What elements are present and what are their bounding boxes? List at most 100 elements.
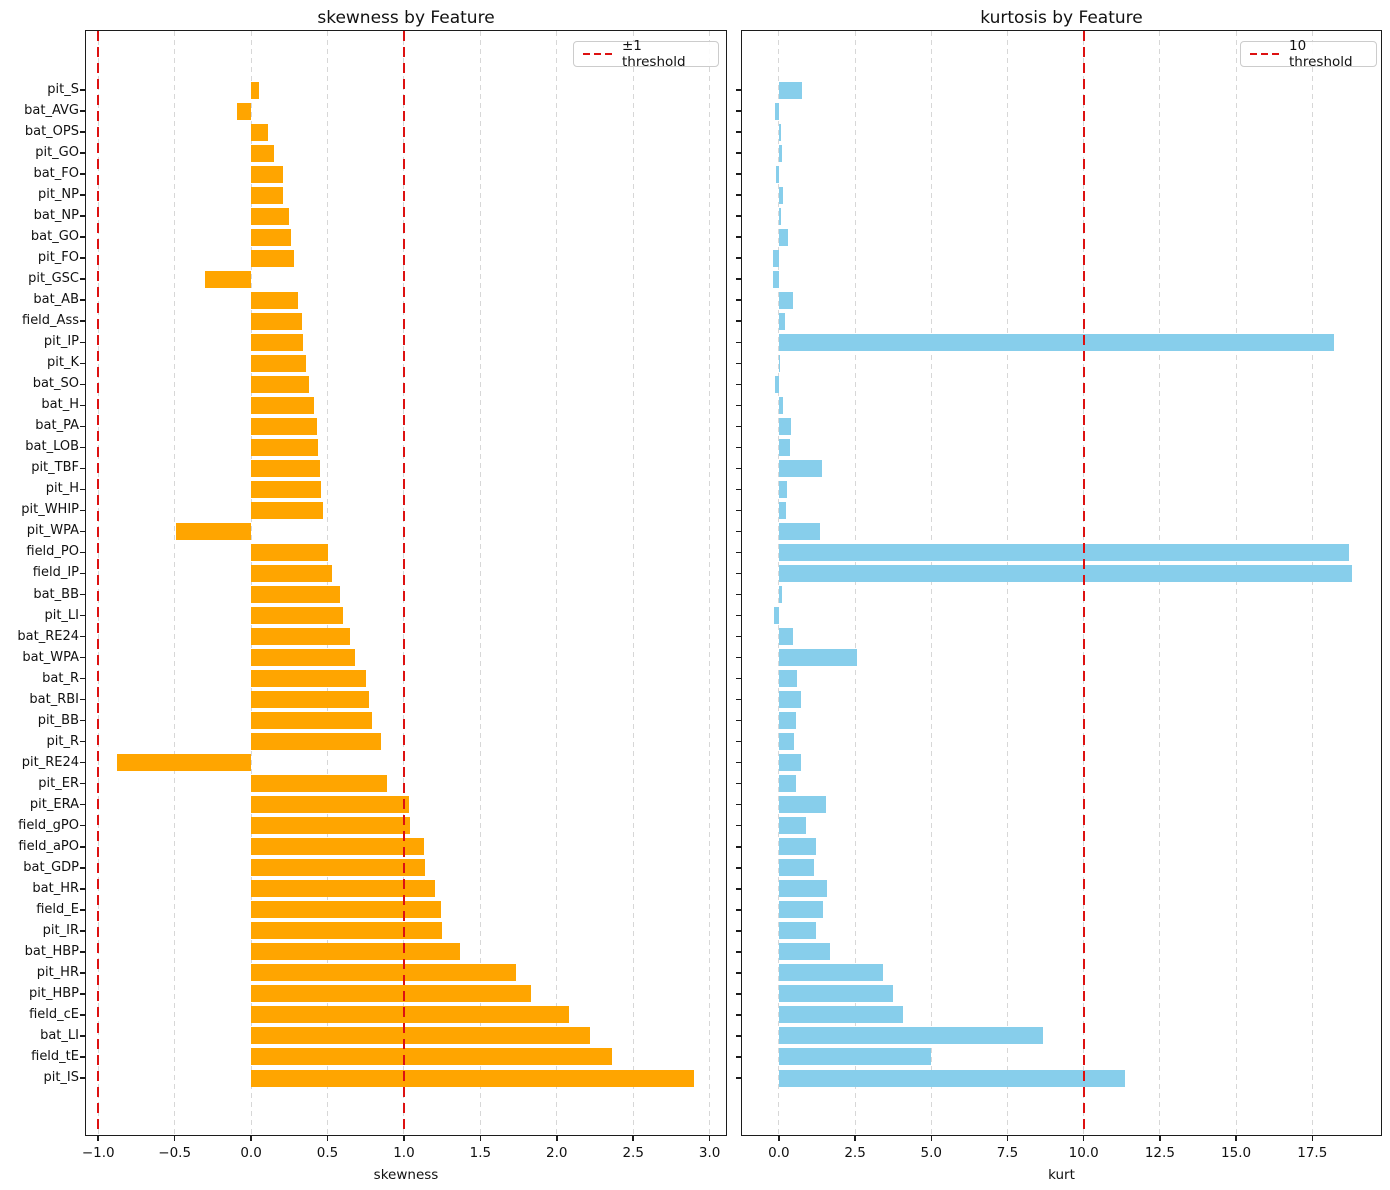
y-tick [80,509,86,512]
y-tick [736,341,742,343]
y-tick-label-bat_HR: bat_HR [32,880,79,896]
y-tick [736,236,742,238]
bar-pit_IR [778,922,816,940]
y-tick [80,404,86,407]
y-tick [80,194,86,196]
legend-label: 10 threshold [1289,38,1353,70]
y-tick-label-pit_ERA: pit_ERA [29,796,79,812]
y-tick [80,824,86,827]
bar-pit_ER [778,775,796,793]
gridline [556,31,558,1135]
x-tick-label: 10.0 [1068,1145,1099,1161]
bar-field_Ass [251,312,302,330]
gridline [854,31,856,1135]
bar-field_tE [251,1048,612,1066]
y-tick-label-bat_AB: bat_AB [33,292,79,308]
gridline [479,31,481,1135]
bar-pit_HBP [251,985,531,1003]
y-tick [80,930,86,932]
x-tick-label: 12.5 [1144,1145,1175,1161]
bar-field_aPO [251,838,424,856]
bar-bat_AVG [774,102,779,120]
y-tick [736,131,742,133]
y-tick [736,993,742,995]
bar-bat_FO [251,165,284,183]
y-tick-label-bat_SO: bat_SO [32,376,79,392]
y-tick [80,131,86,133]
gridline [327,31,328,1135]
x-tick-label: 17.5 [1297,1145,1328,1161]
y-tick [80,614,86,617]
y-tick-label-field_Ass: field_Ass [22,313,79,329]
x-tick-label: 2.0 [546,1145,568,1161]
x-tick [556,1135,558,1141]
y-tick [80,488,86,491]
x-tick [1082,1135,1085,1141]
x-tick [930,1135,933,1141]
bar-pit_FO [773,249,779,267]
bar-pit_ERA [778,796,826,814]
bar-bat_RBI [251,691,369,709]
bar-bat_LOB [251,438,319,456]
y-tick [736,614,742,617]
y-tick-label-bat_BB: bat_BB [33,586,79,602]
bar-bat_HR [778,880,827,898]
y-tick [80,782,86,785]
bar-field_IP [778,564,1352,582]
y-tick [736,1056,742,1058]
x-tick [632,1135,634,1141]
y-tick [80,551,86,554]
bar-bat_HBP [778,943,831,961]
y-tick-label-pit_RE24: pit_RE24 [21,754,79,770]
bar-bat_LI [778,1027,1044,1045]
bar-bat_HBP [251,943,461,961]
bar-bat_NP [778,207,782,225]
y-tick [80,593,86,596]
x-tick [778,1135,780,1141]
y-tick [80,236,86,238]
bar-field_PO [251,543,328,561]
y-tick [736,425,742,428]
bar-pit_WPA [778,522,821,540]
bar-bat_GO [778,228,789,246]
bar-bat_SO [251,375,310,393]
gridline [778,31,780,1135]
x-tick [1006,1135,1009,1141]
bar-bat_HR [251,880,435,898]
bar-pit_FO [251,249,294,267]
legend-label: ±1 threshold [622,38,686,70]
y-tick [80,677,86,680]
y-tick-label-pit_S: pit_S [47,82,79,97]
y-tick [736,173,742,175]
y-tick [736,299,742,301]
bar-pit_GO [778,144,782,162]
y-tick [80,761,86,764]
bar-bat_H [251,396,314,414]
bar-bat_GO [251,228,291,246]
bar-bat_OPS [778,123,781,141]
y-tick [736,551,742,554]
gridline [1235,31,1237,1135]
bar-pit_IS [251,1069,695,1087]
bar-pit_RE24 [778,754,802,772]
y-tick-label-pit_FO: pit_FO [37,250,79,266]
y-tick-label-field_cE: field_cE [29,1006,79,1022]
y-tick-label-pit_WPA: pit_WPA [26,523,79,539]
y-tick-label-bat_HBP: bat_HBP [24,943,79,959]
y-tick [80,215,86,217]
y-tick [80,572,86,575]
threshold-line [402,31,405,1135]
bar-pit_ER [251,775,388,793]
y-tick [80,1014,86,1016]
y-tick-label-bat_OPS: bat_OPS [24,124,79,140]
y-tick [736,909,742,911]
threshold-line [97,31,100,1135]
y-tick-label-field_gPO: field_gPO [18,817,79,833]
bar-pit_GSC [205,270,252,288]
bar-pit_HR [251,964,516,982]
bar-pit_IP [251,333,304,351]
y-tick [80,698,86,701]
y-tick [80,656,86,659]
bar-pit_S [778,81,802,99]
y-tick [80,1035,86,1037]
